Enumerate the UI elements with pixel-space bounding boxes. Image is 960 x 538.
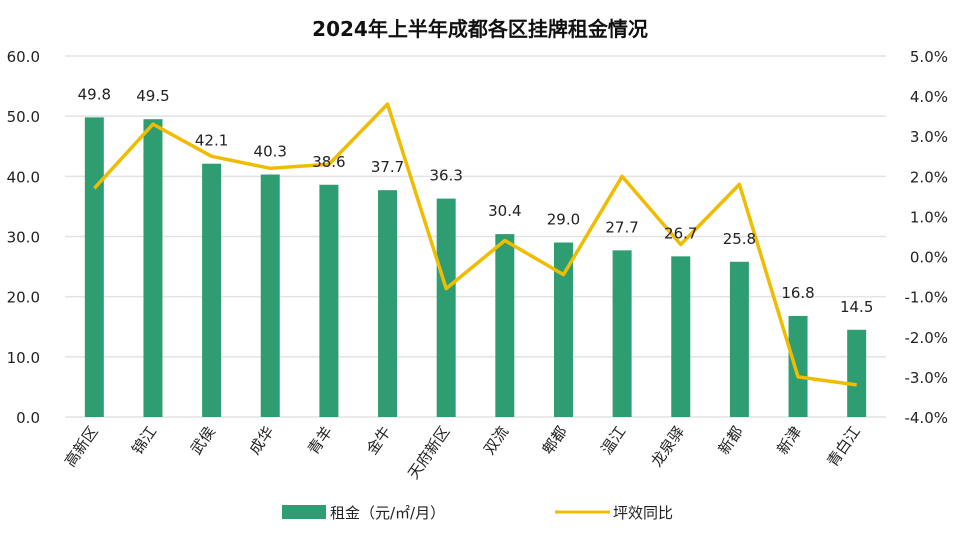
bar-data-label: 42.1 xyxy=(195,132,228,150)
category-tick-label: 新津 xyxy=(773,423,805,458)
bar xyxy=(143,119,162,417)
right-tick-label: 2.0% xyxy=(910,168,948,186)
right-tick-label: 5.0% xyxy=(910,48,948,66)
left-tick-label: 0.0 xyxy=(16,409,40,427)
legend-label-rent: 租金（元/㎡/月） xyxy=(330,504,445,522)
bar xyxy=(319,185,338,417)
category-tick-label: 新都 xyxy=(715,423,747,458)
bar-data-label: 36.3 xyxy=(429,167,462,185)
bar-data-label: 29.0 xyxy=(547,211,580,229)
right-tick-label: 3.0% xyxy=(910,128,948,146)
bar-data-label: 27.7 xyxy=(605,218,638,236)
category-tick-label: 青白江 xyxy=(823,423,864,470)
bar-data-label: 25.8 xyxy=(723,230,756,248)
bar-data-label: 49.8 xyxy=(78,85,111,103)
right-tick-label: 1.0% xyxy=(910,208,948,226)
right-tick-label: 0.0% xyxy=(910,249,948,267)
bar xyxy=(495,234,514,417)
bar-data-label: 49.5 xyxy=(136,87,169,105)
legend: 租金（元/㎡/月） 坪效同比 xyxy=(282,504,673,522)
chart-title: 2024年上半年成都各区挂牌租金情况 xyxy=(312,17,648,41)
category-tick-label: 锦江 xyxy=(128,423,160,458)
bar xyxy=(261,175,280,417)
bar xyxy=(847,330,866,417)
category-tick-label: 成华 xyxy=(246,423,278,458)
category-tick-label: 武侯 xyxy=(187,423,219,458)
category-tick-label: 金牛 xyxy=(363,423,395,458)
bar-data-label: 37.7 xyxy=(371,158,404,176)
category-tick-label: 温江 xyxy=(597,423,629,458)
bar-data-label: 26.7 xyxy=(664,224,697,242)
bar-data-label: 40.3 xyxy=(254,143,287,161)
bar xyxy=(554,243,573,417)
bar xyxy=(613,250,632,417)
legend-swatch-rent xyxy=(282,505,326,519)
category-tick-label: 天府新区 xyxy=(404,423,453,482)
right-tick-label: 4.0% xyxy=(910,88,948,106)
bar xyxy=(85,117,104,417)
right-tick-label: -2.0% xyxy=(904,329,948,347)
left-tick-label: 20.0 xyxy=(7,289,40,307)
bar xyxy=(730,262,749,417)
right-tick-label: -3.0% xyxy=(904,369,948,387)
bar xyxy=(437,199,456,417)
category-tick-label: 双流 xyxy=(480,423,512,458)
left-tick-label: 10.0 xyxy=(7,349,40,367)
left-tick-label: 60.0 xyxy=(7,48,40,66)
right-tick-label: -4.0% xyxy=(904,409,948,427)
bar-data-label: 14.5 xyxy=(840,298,873,316)
category-tick-label: 青羊 xyxy=(304,423,336,458)
bar xyxy=(671,256,690,417)
category-tick-label: 高新区 xyxy=(61,423,102,470)
category-tick-label: 龙泉驿 xyxy=(647,423,688,470)
left-tick-label: 40.0 xyxy=(7,168,40,186)
bar-data-label: 30.4 xyxy=(488,202,521,220)
bar xyxy=(378,190,397,417)
left-tick-label: 30.0 xyxy=(7,229,40,247)
bar xyxy=(202,164,221,417)
bar-data-label: 16.8 xyxy=(781,284,814,302)
category-tick-label: 郫都 xyxy=(539,423,571,458)
bar xyxy=(789,316,808,417)
right-tick-label: -1.0% xyxy=(904,289,948,307)
legend-label-yoy: 坪效同比 xyxy=(613,504,673,522)
left-tick-label: 50.0 xyxy=(7,108,40,126)
bar-data-label: 38.6 xyxy=(312,153,345,171)
